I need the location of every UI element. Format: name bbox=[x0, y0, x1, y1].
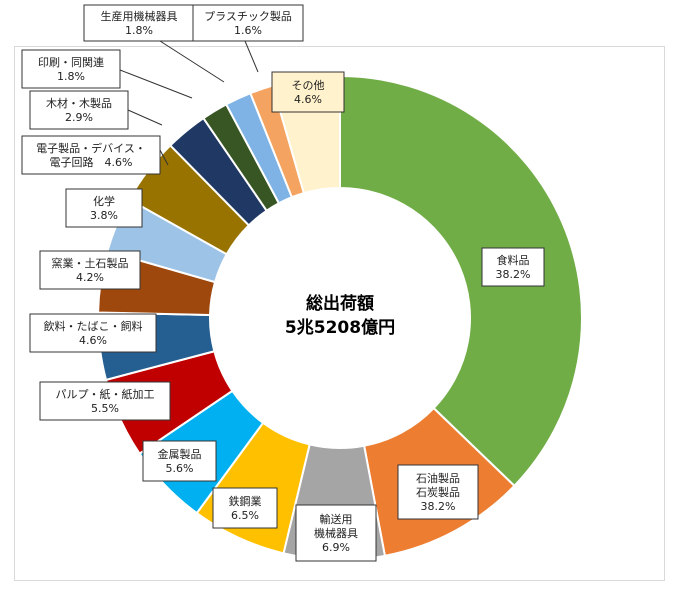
leader-line-13 bbox=[244, 40, 259, 73]
slice-label-11-line-1: 1.8% bbox=[57, 70, 85, 83]
slice-label-10-line-0: 木材・木製品 bbox=[46, 96, 112, 110]
slice-label-13-line-0: プラスチック製品 bbox=[204, 9, 292, 23]
leader-line-12 bbox=[159, 40, 225, 83]
slice-label-9-line-0: 電子製品・デバイス・ bbox=[36, 141, 146, 155]
slice-label-11-line-0: 印刷・同関連 bbox=[38, 55, 104, 69]
label-box-12 bbox=[83, 4, 195, 42]
slice-label-1-line-1: 石炭製品 bbox=[416, 485, 460, 499]
label-box-4 bbox=[142, 440, 217, 482]
label-box-3 bbox=[212, 487, 278, 529]
label-box-9 bbox=[21, 135, 161, 175]
slice-label-10-line-1: 2.9% bbox=[65, 111, 93, 124]
slice-label-6-line-1: 4.6% bbox=[79, 334, 107, 347]
label-box-11 bbox=[21, 49, 121, 89]
center-title: 総出荷額 bbox=[306, 293, 374, 314]
slice-label-14-line-1: 4.6% bbox=[294, 93, 322, 106]
slice-0 bbox=[339, 74, 583, 488]
slice-label-2-line-1: 機械器具 bbox=[314, 526, 358, 540]
slice-label-4-line-0: 金属製品 bbox=[158, 447, 202, 461]
slice-label-5-line-0: パルプ・紙・紙加工 bbox=[56, 387, 155, 401]
slice-label-8-line-1: 3.8% bbox=[90, 209, 118, 222]
slice-label-7-line-1: 4.2% bbox=[76, 271, 104, 284]
slice-label-6-line-0: 飲料・たばこ・飼料 bbox=[44, 319, 143, 333]
center-total: 5兆5208億円 bbox=[285, 317, 395, 338]
slice-label-5-line-1: 5.5% bbox=[91, 402, 119, 415]
label-box-6 bbox=[29, 313, 157, 353]
label-box-8 bbox=[65, 188, 143, 228]
label-box-5 bbox=[39, 381, 171, 421]
slice-label-7-line-0: 窯業・土石製品 bbox=[52, 256, 129, 270]
label-box-7 bbox=[39, 250, 141, 290]
label-box-0 bbox=[481, 247, 545, 287]
slice-label-2-line-2: 6.9% bbox=[322, 541, 350, 554]
slice-label-3-line-0: 鉄鋼業 bbox=[229, 494, 262, 508]
slice-label-9-line-1: 電子回路 4.6% bbox=[50, 156, 133, 169]
slice-label-4-line-1: 5.6% bbox=[166, 462, 194, 475]
slice-label-0-line-0: 食料品 bbox=[497, 253, 530, 267]
chart-frame bbox=[14, 46, 665, 581]
slice-label-14-line-0: その他 bbox=[292, 79, 325, 92]
slice-label-2-line-0: 輸送用 bbox=[320, 512, 353, 526]
leader-line-9 bbox=[159, 149, 169, 166]
leader-line-11 bbox=[119, 69, 193, 99]
label-box-13 bbox=[192, 4, 304, 42]
slice-label-0-line-1: 38.2% bbox=[496, 268, 531, 281]
slice-label-12-line-0: 生産用機械器具 bbox=[101, 9, 178, 23]
slice-label-8-line-0: 化学 bbox=[93, 194, 115, 208]
slice-label-13-line-1: 1.6% bbox=[234, 24, 262, 37]
slice-label-1-line-2: 38.2% bbox=[421, 500, 456, 513]
leader-line-10 bbox=[127, 109, 163, 126]
slice-label-12-line-1: 1.8% bbox=[125, 24, 153, 37]
label-box-14 bbox=[271, 71, 345, 113]
label-box-1 bbox=[397, 464, 479, 520]
slice-label-1-line-0: 石油製品 bbox=[416, 471, 460, 485]
label-box-2 bbox=[295, 504, 377, 562]
slice-label-3-line-1: 6.5% bbox=[231, 509, 259, 522]
label-box-10 bbox=[29, 90, 129, 130]
